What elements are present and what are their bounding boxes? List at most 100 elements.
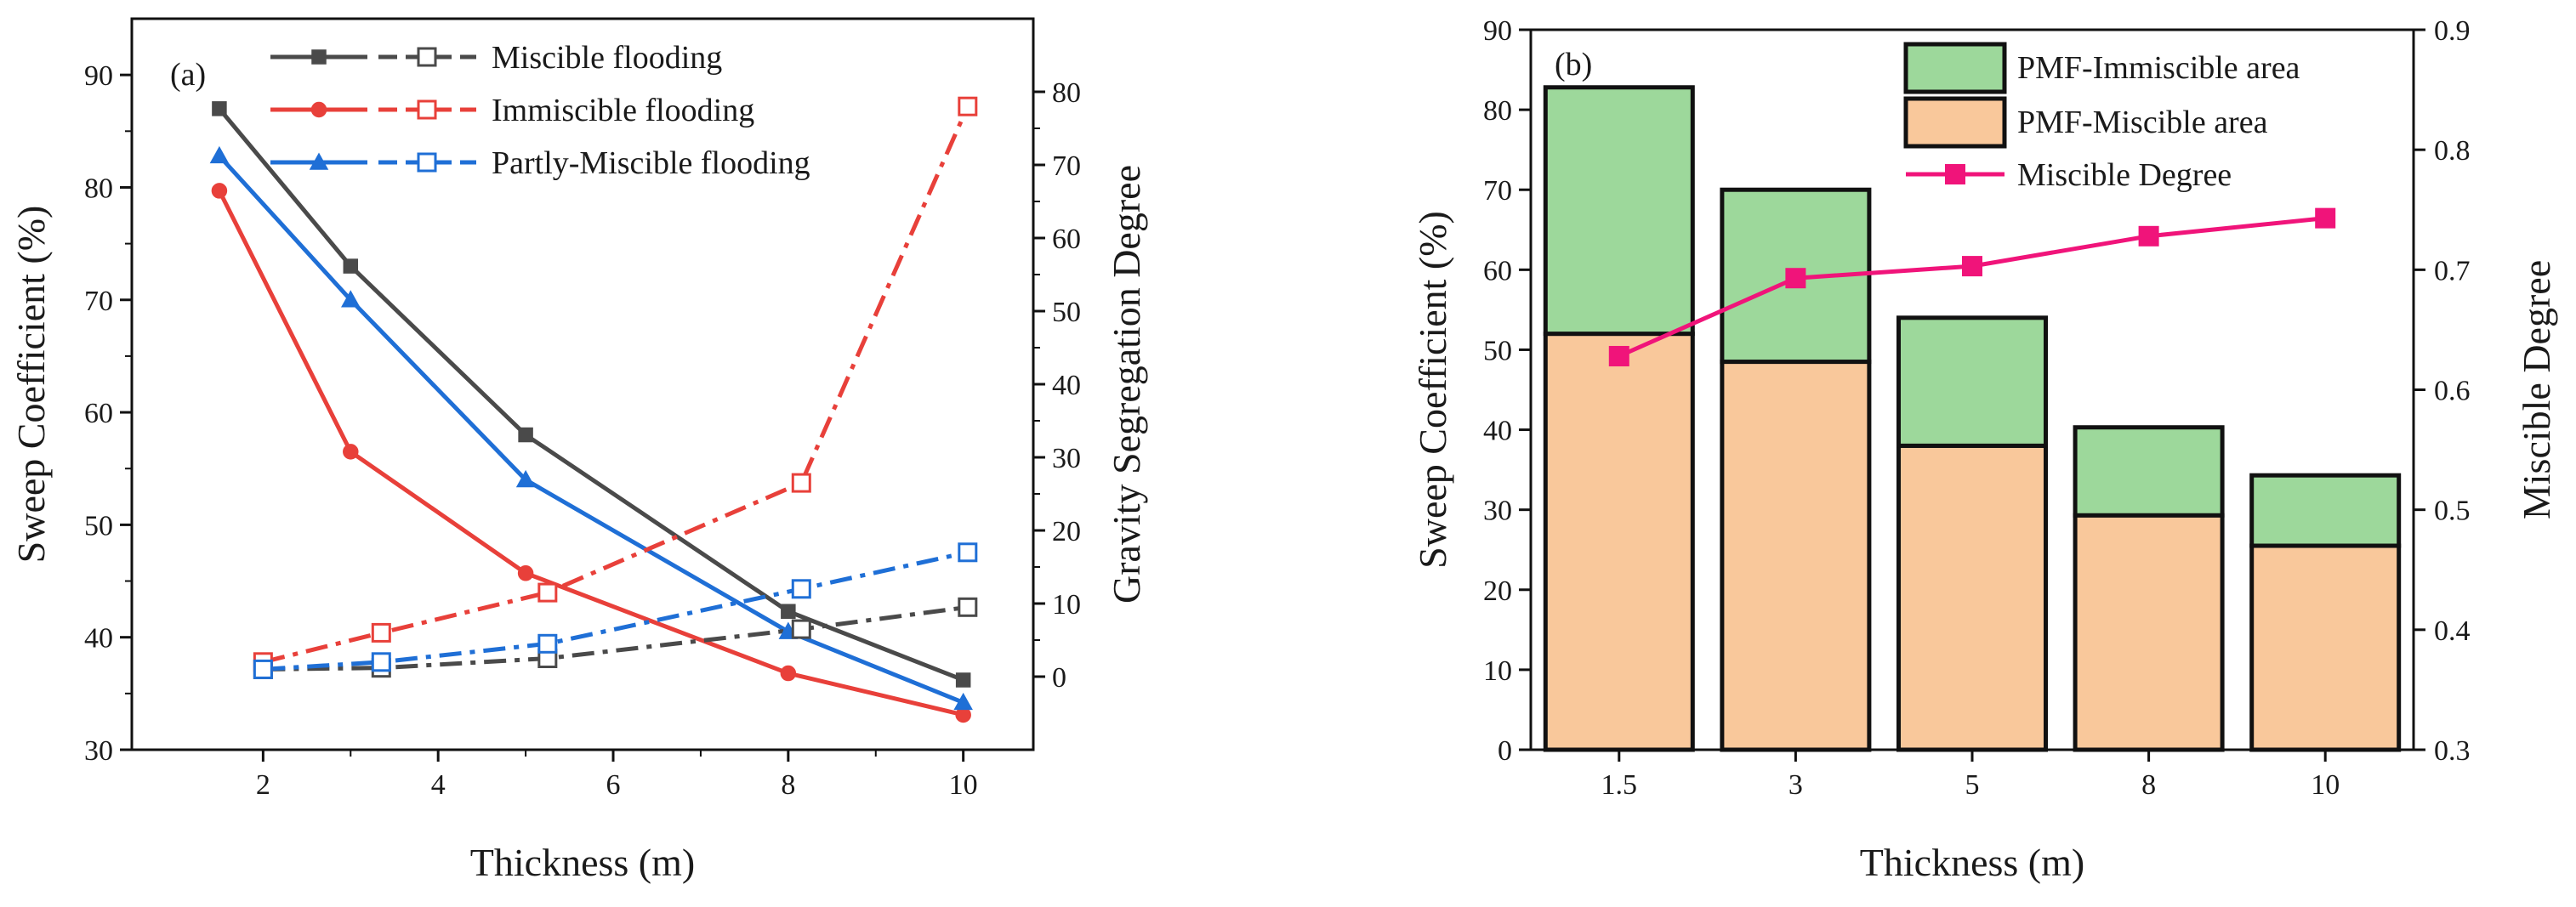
y-tick-label: 80: [84, 173, 113, 204]
data-point-immiscible-flooding: [211, 183, 228, 199]
data-point-miscible-degree: [1962, 256, 1982, 277]
legend-marker-miscible-degree: [1945, 164, 1965, 184]
y2-tick-label: 0.6: [2434, 376, 2471, 407]
bar-pmf-miscible-area: [2249, 543, 2402, 752]
bar-pmf-immiscible-area: [2073, 425, 2225, 518]
legend-a: Miscible flooding Immiscible flooding Part…: [270, 40, 810, 181]
x-tick-label: 4: [431, 769, 446, 801]
y2-tick-label: 80: [1052, 77, 1081, 109]
y2-tick-label: 10: [1052, 589, 1081, 621]
y2-axis-title: Miscible Degree: [2515, 260, 2558, 519]
data-point-miscible-flooding: [955, 672, 971, 688]
legend-marker-hollow: [417, 99, 437, 120]
data-point-partly-miscible-flooding: [209, 145, 230, 164]
y2-tick-label: 0.4: [2434, 615, 2471, 647]
legend-swatch-miscible: [1903, 96, 2007, 149]
bar-pmf-miscible-area: [1896, 443, 2048, 752]
data-point-immiscible-flooding-segregation: [537, 582, 558, 603]
data-point-partly-miscible-flooding-segregation: [958, 542, 978, 563]
y2-tick-label: 20: [1052, 516, 1081, 547]
y-tick-label: 70: [84, 286, 113, 317]
data-point-immiscible-flooding: [517, 565, 534, 581]
legend-label: Miscible flooding: [492, 40, 722, 76]
bar-pmf-miscible-area: [2073, 513, 2225, 752]
y-tick-label: 40: [1483, 416, 1512, 447]
y-tick-label: 10: [1483, 655, 1512, 687]
x-axis-title: Thickness (m): [470, 841, 695, 884]
x-tick-label: 8: [2141, 769, 2156, 801]
legend-marker-filled: [311, 49, 327, 65]
data-point-partly-miscible-flooding-segregation: [791, 579, 811, 599]
data-point-immiscible-flooding-segregation: [791, 473, 811, 493]
legend-label: Partly-Miscible flooding: [492, 145, 810, 181]
y2-tick-label: 0.8: [2434, 135, 2471, 167]
panel-a-frame: [130, 17, 1035, 751]
y-axis-title: Sweep Coefficient (%): [1411, 211, 1454, 569]
y2-tick-label: 70: [1052, 150, 1081, 182]
x-tick-label: 3: [1788, 769, 1803, 801]
series-line-partly-miscible-flooding-segregation: [263, 550, 969, 672]
y-axis-title: Sweep Coefficient (%): [9, 206, 53, 564]
y2-tick-label: 30: [1052, 443, 1081, 474]
data-point-miscible-flooding-segregation: [791, 619, 811, 639]
data-point-immiscible-flooding-segregation: [958, 96, 978, 116]
y-tick-label: 50: [1483, 335, 1512, 366]
y2-tick-label: 0.3: [2434, 735, 2471, 767]
data-point-miscible-flooding: [343, 258, 359, 274]
y2-tick-label: 40: [1052, 370, 1081, 401]
y-tick-label: 90: [1483, 15, 1512, 47]
y-tick-label: 0: [1498, 735, 1512, 767]
data-point-partly-miscible-flooding: [953, 692, 973, 711]
legend-swatch-immiscible: [1903, 42, 2007, 94]
x-tick-label: 5: [1965, 769, 1980, 801]
data-point-partly-miscible-flooding-segregation: [537, 633, 558, 654]
data-point-miscible-degree: [2138, 225, 2159, 247]
data-point-immiscible-flooding: [343, 444, 359, 460]
bar-pmf-miscible-area: [1543, 332, 1695, 752]
panel-a: 2 4 6 8 10 30 40 50 60 70 80 90 0 10 20 30 40 50 60 70 80 Thi…: [9, 17, 1148, 884]
panel-b: 1.5 3 5 8 10 0 10 20 30 40 50 60 70 80 90 0.3 0.4 0.5 0.6 0…: [1411, 15, 2558, 884]
x-tick-label: 2: [256, 769, 270, 801]
x-axis-title: Thickness (m): [1860, 841, 2084, 884]
y2-tick-label: 0.7: [2434, 255, 2471, 286]
panel-a-plot: [217, 105, 970, 717]
y2-tick-label: 0: [1052, 662, 1066, 694]
data-point-partly-miscible-flooding: [341, 290, 361, 308]
legend-b: PMF-Immiscible area PMF-Miscible area Misc…: [1903, 42, 2300, 193]
y-tick-label: 30: [84, 735, 113, 767]
data-point-miscible-flooding-segregation: [958, 597, 978, 617]
legend-marker-hollow: [417, 47, 437, 67]
series-line-immiscible-flooding-segregation: [262, 105, 970, 665]
data-point-miscible-degree: [1785, 268, 1806, 289]
bar-pmf-miscible-area: [1720, 360, 1872, 752]
y-tick-label: 80: [1483, 95, 1512, 127]
data-point-partly-miscible-flooding-segregation: [253, 659, 273, 679]
legend-marker-filled: [310, 101, 327, 118]
legend-marker-hollow: [417, 152, 437, 173]
y2-tick-label: 60: [1052, 224, 1081, 255]
x-tick-label: 8: [781, 769, 795, 801]
legend-marker-filled: [309, 152, 329, 170]
legend-label-miscible: PMF-Miscible area: [2017, 105, 2268, 140]
bar-pmf-immiscible-area: [1543, 85, 1695, 337]
y-tick-label: 40: [84, 623, 113, 655]
y2-tick-label: 0.9: [2434, 15, 2471, 47]
legend-label-miscible-degree: Miscible Degree: [2017, 157, 2232, 193]
y2-axis-title: Gravity Segregation Degree: [1105, 165, 1148, 604]
y2-tick-label: 50: [1052, 297, 1081, 328]
bar-pmf-immiscible-area: [2249, 473, 2402, 548]
y-tick-label: 70: [1483, 175, 1512, 207]
data-point-miscible-degree: [2315, 207, 2336, 229]
x-tick-label: 6: [606, 769, 621, 801]
y-tick-label: 50: [84, 510, 113, 541]
y-tick-label: 60: [1483, 255, 1512, 286]
data-point-partly-miscible-flooding-segregation: [371, 652, 391, 672]
data-point-miscible-flooding: [518, 427, 533, 443]
y-tick-label: 20: [1483, 575, 1512, 607]
y-tick-label: 60: [84, 398, 113, 429]
y2-tick-label: 0.5: [2434, 496, 2471, 527]
data-point-immiscible-flooding-segregation: [371, 622, 391, 643]
x-tick-label: 10: [2311, 769, 2340, 801]
data-point-miscible-degree: [1608, 345, 1629, 366]
